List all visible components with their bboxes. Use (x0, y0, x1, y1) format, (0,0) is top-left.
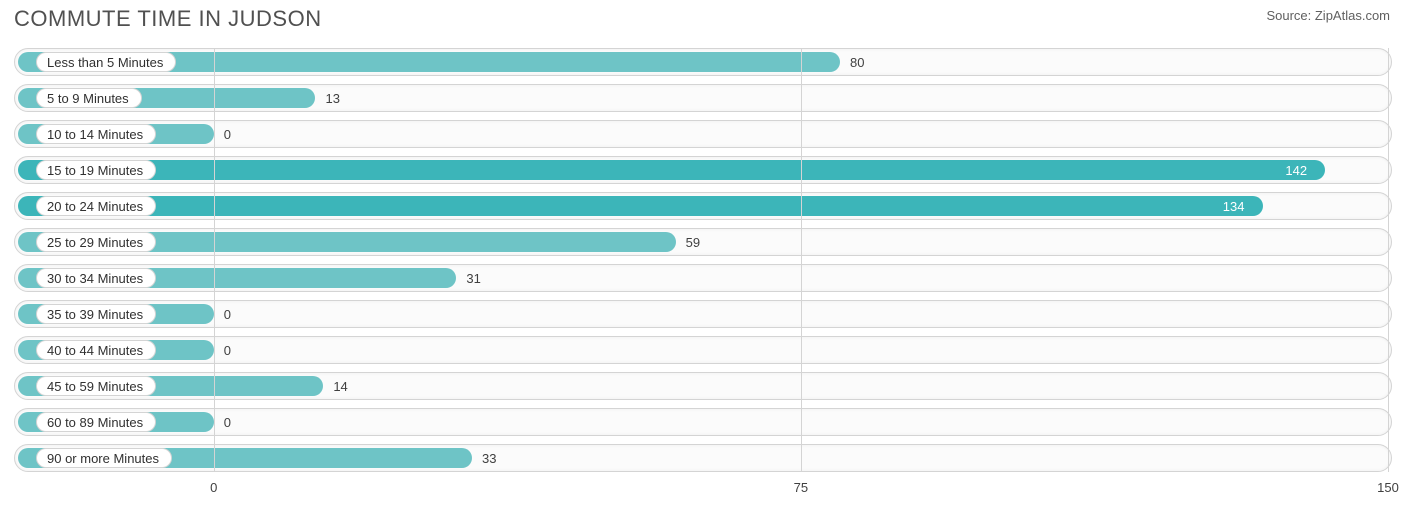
value-label: 33 (482, 444, 496, 472)
bar-track (14, 336, 1392, 364)
value-label: 80 (850, 48, 864, 76)
x-axis: 075150 (14, 476, 1392, 506)
bar-row: 90 or more Minutes 33 (14, 444, 1392, 472)
bar-row: 40 to 44 Minutes 0 (14, 336, 1392, 364)
value-label: 13 (325, 84, 339, 112)
value-label: 0 (224, 120, 231, 148)
category-label: 10 to 14 Minutes (36, 124, 156, 144)
category-label: 45 to 59 Minutes (36, 376, 156, 396)
value-label: 59 (686, 228, 700, 256)
category-label: 35 to 39 Minutes (36, 304, 156, 324)
chart-header: COMMUTE TIME IN JUDSON Source: ZipAtlas.… (0, 0, 1406, 44)
bar-row: 30 to 34 Minutes 31 (14, 264, 1392, 292)
bar-track (14, 408, 1392, 436)
chart-area: Less than 5 Minutes 80 5 to 9 Minutes 13 10 … (0, 44, 1406, 476)
chart-title: COMMUTE TIME IN JUDSON (14, 6, 322, 32)
bar (18, 160, 1325, 180)
axis-tick-label: 0 (210, 480, 217, 495)
value-label: 134 (1223, 192, 1245, 220)
category-label: 15 to 19 Minutes (36, 160, 156, 180)
bar-track (14, 120, 1392, 148)
category-label: Less than 5 Minutes (36, 52, 176, 72)
bar-row: 10 to 14 Minutes 0 (14, 120, 1392, 148)
category-label: 5 to 9 Minutes (36, 88, 142, 108)
bar (18, 196, 1263, 216)
value-label: 0 (224, 300, 231, 328)
value-label: 14 (333, 372, 347, 400)
category-label: 60 to 89 Minutes (36, 412, 156, 432)
category-label: 30 to 34 Minutes (36, 268, 156, 288)
category-label: 25 to 29 Minutes (36, 232, 156, 252)
bar-row: 25 to 29 Minutes 59 (14, 228, 1392, 256)
bar-row: 45 to 59 Minutes 14 (14, 372, 1392, 400)
bar-row: 5 to 9 Minutes 13 (14, 84, 1392, 112)
bar-row: 60 to 89 Minutes 0 (14, 408, 1392, 436)
value-label: 31 (466, 264, 480, 292)
axis-tick-label: 150 (1377, 480, 1399, 495)
value-label: 0 (224, 336, 231, 364)
bar-track (14, 300, 1392, 328)
category-label: 40 to 44 Minutes (36, 340, 156, 360)
bar-row: 15 to 19 Minutes 142 (14, 156, 1392, 184)
value-label: 0 (224, 408, 231, 436)
axis-tick-label: 75 (794, 480, 808, 495)
category-label: 20 to 24 Minutes (36, 196, 156, 216)
bar-row: 35 to 39 Minutes 0 (14, 300, 1392, 328)
value-label: 142 (1285, 156, 1307, 184)
bar-row: Less than 5 Minutes 80 (14, 48, 1392, 76)
chart-source: Source: ZipAtlas.com (1266, 6, 1390, 23)
bar-row: 20 to 24 Minutes 134 (14, 192, 1392, 220)
category-label: 90 or more Minutes (36, 448, 172, 468)
